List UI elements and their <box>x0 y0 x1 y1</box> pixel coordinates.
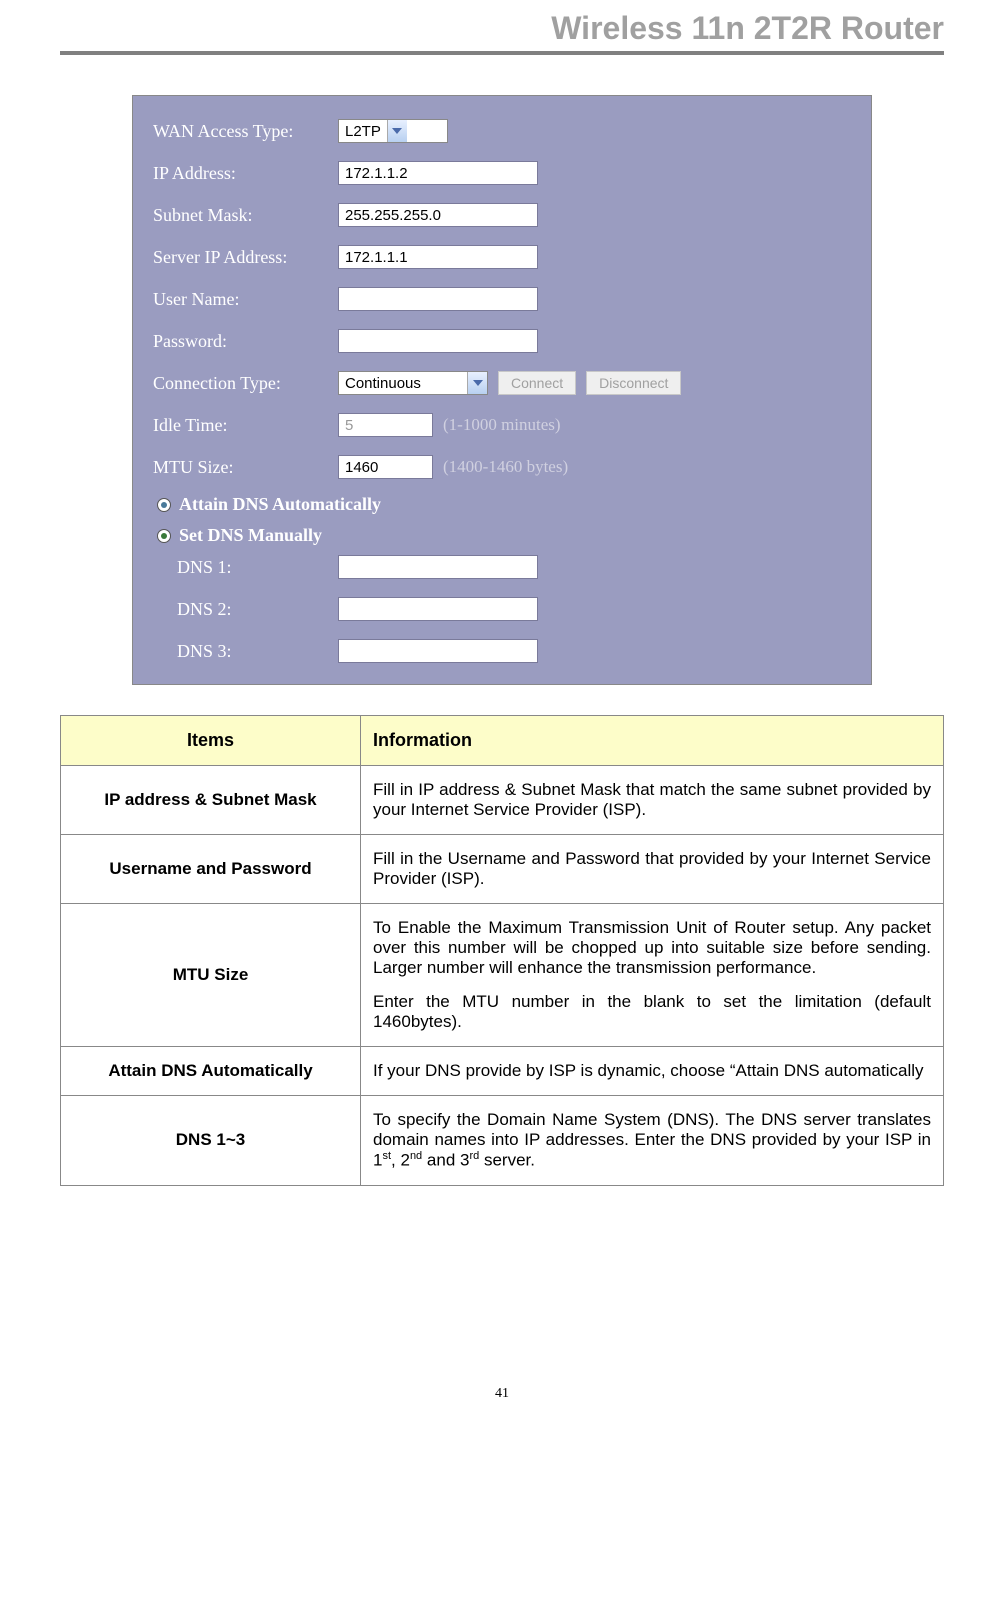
item-cell: DNS 1~3 <box>61 1096 361 1186</box>
server-ip-input[interactable] <box>338 245 538 269</box>
page-title: Wireless 11n 2T2R Router <box>60 0 944 55</box>
subnet-mask-input[interactable] <box>338 203 538 227</box>
connection-type-value: Continuous <box>339 375 467 392</box>
dns1-input[interactable] <box>338 555 538 579</box>
radio-label-manual: Set DNS Manually <box>179 525 322 546</box>
label-wan-access-type: WAN Access Type: <box>153 121 338 142</box>
desc-cell: Fill in the Username and Password that p… <box>361 835 944 904</box>
table-row: MTU Size To Enable the Maximum Transmiss… <box>61 904 944 1047</box>
table-row: Username and Password Fill in the Userna… <box>61 835 944 904</box>
dns3-input[interactable] <box>338 639 538 663</box>
item-cell: Attain DNS Automatically <box>61 1047 361 1096</box>
radio-icon <box>157 498 171 512</box>
label-dns2: DNS 2: <box>153 599 338 620</box>
item-cell: IP address & Subnet Mask <box>61 766 361 835</box>
label-subnet-mask: Subnet Mask: <box>153 205 338 226</box>
chevron-down-icon <box>387 120 407 142</box>
wan-access-type-select[interactable]: L2TP <box>338 119 448 143</box>
chevron-down-icon <box>467 372 487 394</box>
table-header-row: Items Information <box>61 716 944 766</box>
dns2-input[interactable] <box>338 597 538 621</box>
desc-cell: To specify the Domain Name System (DNS).… <box>361 1096 944 1186</box>
disconnect-button[interactable]: Disconnect <box>586 371 681 395</box>
username-input[interactable] <box>338 287 538 311</box>
label-username: User Name: <box>153 289 338 310</box>
desc-cell: Fill in IP address & Subnet Mask that ma… <box>361 766 944 835</box>
label-connection-type: Connection Type: <box>153 373 338 394</box>
wan-access-type-value: L2TP <box>339 123 387 140</box>
table-row: IP address & Subnet Mask Fill in IP addr… <box>61 766 944 835</box>
mtu-size-hint: (1400-1460 bytes) <box>443 457 568 477</box>
col-items: Items <box>61 716 361 766</box>
col-information: Information <box>361 716 944 766</box>
radio-icon <box>157 529 171 543</box>
label-ip-address: IP Address: <box>153 163 338 184</box>
desc-cell: If your DNS provide by ISP is dynamic, c… <box>361 1047 944 1096</box>
radio-attain-dns-auto[interactable]: Attain DNS Automatically <box>157 494 859 515</box>
label-idle-time: Idle Time: <box>153 415 338 436</box>
label-server-ip: Server IP Address: <box>153 247 338 268</box>
idle-time-input <box>338 413 433 437</box>
label-password: Password: <box>153 331 338 352</box>
password-input[interactable] <box>338 329 538 353</box>
ip-address-input[interactable] <box>338 161 538 185</box>
router-config-panel: WAN Access Type: L2TP IP Address: Subnet… <box>132 95 872 685</box>
radio-label-auto: Attain DNS Automatically <box>179 494 381 515</box>
item-cell: Username and Password <box>61 835 361 904</box>
page-number: 41 <box>60 1386 944 1402</box>
info-table: Items Information IP address & Subnet Ma… <box>60 715 944 1186</box>
label-dns3: DNS 3: <box>153 641 338 662</box>
connection-type-select[interactable]: Continuous <box>338 371 488 395</box>
idle-time-hint: (1-1000 minutes) <box>443 415 561 435</box>
table-row: Attain DNS Automatically If your DNS pro… <box>61 1047 944 1096</box>
table-row: DNS 1~3 To specify the Domain Name Syste… <box>61 1096 944 1186</box>
label-mtu-size: MTU Size: <box>153 457 338 478</box>
item-cell: MTU Size <box>61 904 361 1047</box>
label-dns1: DNS 1: <box>153 557 338 578</box>
connect-button[interactable]: Connect <box>498 371 576 395</box>
mtu-size-input[interactable] <box>338 455 433 479</box>
radio-set-dns-manually[interactable]: Set DNS Manually <box>157 525 859 546</box>
desc-cell: To Enable the Maximum Transmission Unit … <box>361 904 944 1047</box>
